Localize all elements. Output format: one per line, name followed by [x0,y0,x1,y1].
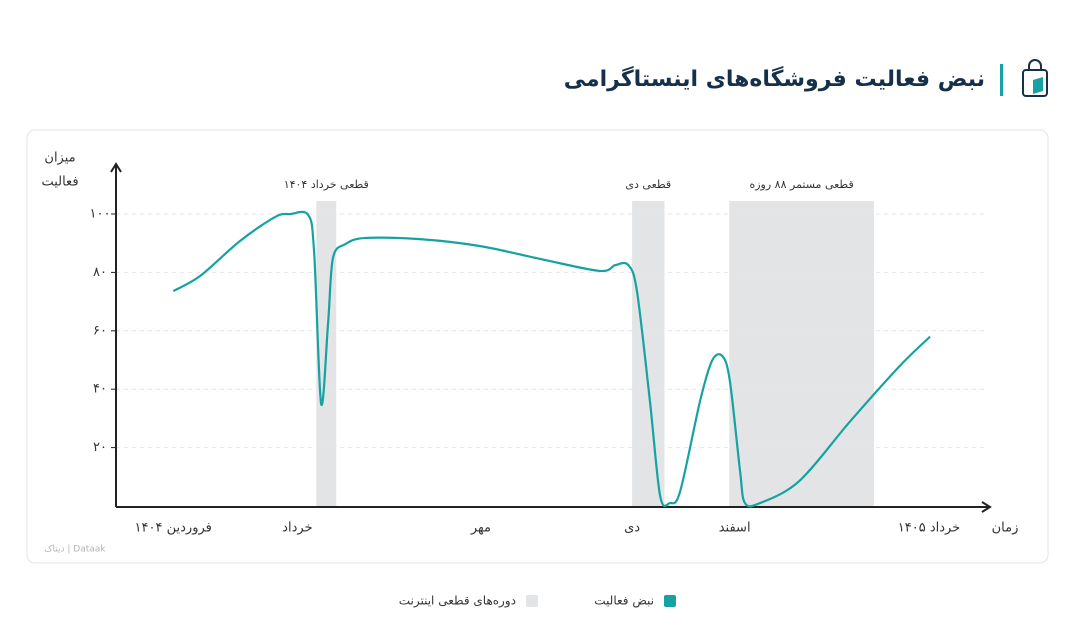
x-tick-label: خرداد ۱۴۰۵ [898,521,960,536]
x-tick-label: دی [624,521,640,536]
y-tick-label: ۲۰ [93,440,107,455]
watermark: دیتاک | Dataak [44,544,106,555]
legend-label: دوره‌های قطعی اینترنت [399,594,516,609]
outage-band [632,201,665,506]
legend-swatch-band [526,595,538,607]
y-tick-label: ۱۰۰ [90,207,111,222]
band-label: قطعی مستمر ۸۸ روزه [749,178,853,191]
y-tick-label: ۶۰ [93,323,107,338]
x-tick-label: خرداد [282,521,312,536]
x-axis-arrow [981,501,992,513]
chart-title: نبض فعالیت فروشگاه‌های اینستاگرامی [564,65,985,92]
band-label: قطعی خرداد ۱۴۰۴ [284,178,369,191]
legend-swatch-line [664,595,676,607]
y-axis-label: میزان [44,151,75,166]
x-tick-label: اسفند [719,521,751,536]
card [26,129,1049,564]
y-tick-label: ۴۰ [93,382,107,397]
x-axis-label: زمان [992,521,1019,536]
title-icon [1022,59,1048,97]
legend-label: نبض فعالیت [594,594,654,609]
x-tick-label: فروردین ۱۴۰۴ [135,521,212,536]
outage-band [729,201,874,506]
title-divider [1000,64,1003,96]
y-axis-arrow [110,162,122,173]
y-axis-label: فعالیت [41,175,78,190]
band-label: قطعی دی [625,178,671,191]
activity-line [172,210,931,508]
x-tick-label: مهر [470,521,491,536]
y-tick-label: ۸۰ [93,265,107,280]
